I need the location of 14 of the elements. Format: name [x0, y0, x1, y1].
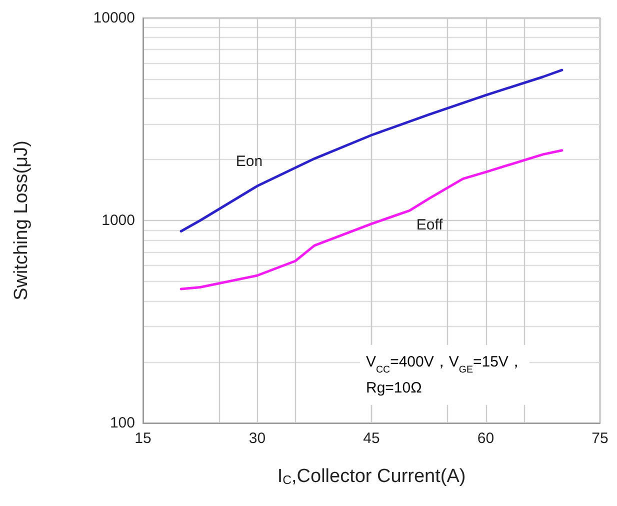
line-series: [180, 149, 564, 290]
series-label: Eon: [236, 153, 263, 170]
y-tick-label: 100: [110, 414, 135, 432]
x-axis-title: IC,Collector Current(A): [277, 466, 466, 487]
x-tick-label: 15: [134, 430, 152, 447]
y-tick-label: 10000: [93, 10, 135, 26]
x-tick-label: 75: [592, 430, 608, 447]
x-tick-label: 45: [363, 430, 380, 447]
series-label: Eoff: [416, 216, 444, 234]
x-tick-label: 30: [248, 430, 266, 447]
y-tick-label: 1000: [102, 212, 135, 229]
y-axis-title: Switching Loss(μJ): [11, 140, 32, 300]
x-tick-label: 60: [477, 430, 494, 447]
line-series: [180, 68, 564, 232]
